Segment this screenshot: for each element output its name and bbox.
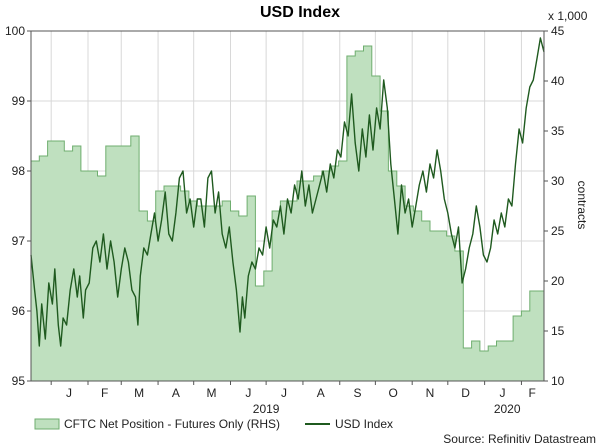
right-tick-label: 25 xyxy=(551,224,565,238)
month-label: J xyxy=(281,386,287,400)
left-tick-label: 98 xyxy=(12,164,26,178)
right-tick-label: 30 xyxy=(551,174,565,188)
year-label: 2019 xyxy=(253,402,280,416)
right-tick-label: 15 xyxy=(551,324,565,338)
usd-index-line xyxy=(30,37,545,347)
month-label: S xyxy=(354,386,362,400)
month-label: J xyxy=(499,386,505,400)
month-label: D xyxy=(461,386,470,400)
right-axis-multiplier-label: x 1,000 xyxy=(548,9,588,23)
month-label: M xyxy=(134,386,144,400)
usd-line-layer xyxy=(30,37,545,347)
left-tick-label: 99 xyxy=(12,94,26,108)
legend-label-cftc: CFTC Net Position - Futures Only (RHS) xyxy=(64,417,280,431)
legend-label-usd: USD Index xyxy=(335,417,393,431)
left-tick-label: 100 xyxy=(5,24,25,38)
source-note: Source: Refinitiv Datastream xyxy=(443,432,596,446)
month-label: M xyxy=(207,386,217,400)
month-label: F xyxy=(101,386,108,400)
right-axis-label: contracts xyxy=(575,181,589,230)
x-axis-ticks: J F M A M J J A S O N D J F 2019 2020 xyxy=(50,381,536,416)
month-label: J xyxy=(66,386,72,400)
plot-frame xyxy=(30,30,545,382)
right-tick-label: 35 xyxy=(551,124,565,138)
right-tick-label: 20 xyxy=(551,274,565,288)
legend: CFTC Net Position - Futures Only (RHS) U… xyxy=(34,417,393,431)
right-tick-label: 10 xyxy=(551,374,565,388)
month-label: O xyxy=(389,386,398,400)
plot-border xyxy=(30,30,545,382)
left-tick-label: 97 xyxy=(12,234,26,248)
month-label: J xyxy=(245,386,251,400)
left-tick-label: 95 xyxy=(12,374,26,388)
year-label: 2020 xyxy=(494,402,521,416)
legend-swatch-cftc xyxy=(34,418,60,430)
right-tick-label: 45 xyxy=(551,24,565,38)
month-label: F xyxy=(528,386,535,400)
right-tick-label: 40 xyxy=(551,74,565,88)
cftc-net-position-area xyxy=(31,46,544,381)
left-axis-ticks: 95 96 97 98 99 100 xyxy=(5,24,31,388)
right-axis-ticks: 10 15 20 25 30 35 40 45 xyxy=(544,24,565,388)
month-label: A xyxy=(172,386,180,400)
month-label: A xyxy=(317,386,325,400)
left-tick-label: 96 xyxy=(12,304,26,318)
month-label: N xyxy=(426,386,435,400)
chart-title: USD Index xyxy=(260,4,340,21)
